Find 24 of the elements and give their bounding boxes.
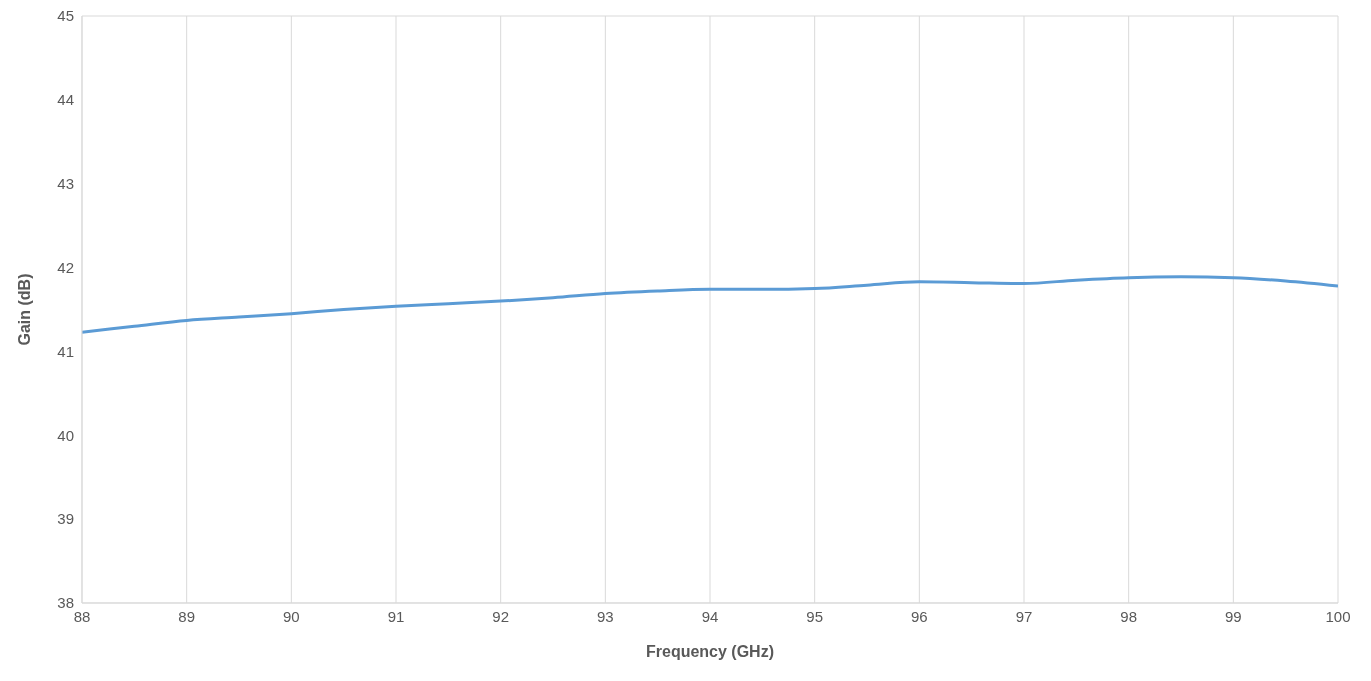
x-tick-label: 89	[178, 607, 196, 625]
y-tick-label: 45	[57, 7, 74, 25]
y-tick-label: 40	[57, 426, 74, 444]
y-tick-label: 38	[57, 594, 74, 612]
x-tick-label: 94	[701, 607, 719, 625]
x-axis-title: Frequency (GHz)	[645, 643, 775, 660]
y-tick-label: 42	[57, 258, 74, 276]
x-tick-label: 98	[1120, 607, 1138, 625]
x-tick-label: 92	[492, 607, 510, 625]
x-tick-label: 90	[282, 607, 300, 625]
x-tick-label: 97	[1015, 607, 1033, 625]
y-tick-label: 43	[57, 175, 74, 193]
x-tick-label: 91	[387, 607, 405, 625]
line-series	[82, 275, 1338, 334]
x-tick-label: 100	[1325, 607, 1351, 625]
y-tick-label: 44	[57, 91, 74, 109]
y-axis-title: Gain (dB)	[15, 273, 33, 346]
x-tick-label: 99	[1224, 607, 1242, 625]
y-tick-label: 39	[57, 510, 74, 528]
x-tick-label: 93	[596, 607, 614, 625]
y-tick-label: 41	[57, 342, 74, 360]
x-tick-label: 95	[806, 607, 824, 625]
x-tick-label: 96	[910, 607, 928, 625]
x-tick-label: 88	[73, 607, 91, 625]
